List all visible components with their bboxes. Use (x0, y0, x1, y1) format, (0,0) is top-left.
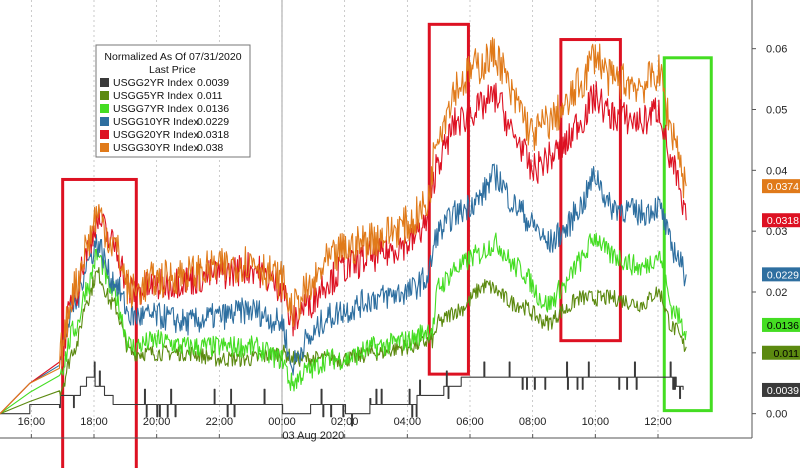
last-value-tag-text: 0.011 (774, 348, 800, 360)
legend-series-name: USGG20YR Index (113, 129, 200, 141)
legend-series-value: 0.011 (197, 90, 223, 102)
last-value-tag-bg (762, 267, 800, 282)
legend-swatch (100, 78, 109, 87)
x-tick-label: 08:00 (519, 416, 547, 428)
x-tick-label: 06:00 (456, 416, 484, 428)
last-value-tag-text: 0.0136 (767, 320, 799, 332)
x-tick-label: 18:00 (80, 416, 108, 428)
x-tick-label: 16:00 (18, 416, 46, 428)
legend-swatch (100, 130, 109, 139)
legend-entry: USGG2YR Index 0.0039 (100, 77, 229, 89)
last-value-tag-text: 0.0318 (767, 215, 799, 227)
legend-entry: USGG7YR Index 0.0136 (100, 103, 229, 115)
last-value-tag-bg (762, 345, 800, 360)
series-line-usgg7yr (0, 232, 687, 415)
x-axis-date-label: 03 Aug 2020 (282, 430, 344, 442)
last-value-tag-text: 0.0374 (767, 181, 799, 193)
x-tick-label: 00:00 (268, 416, 296, 428)
series-layer (0, 37, 687, 427)
last-value-tag-usgg30yr: 0.0374 (762, 179, 800, 194)
legend-swatch (100, 143, 109, 152)
last-value-tag-bg (762, 382, 800, 397)
annotation-box-1 (61, 177, 138, 468)
last-value-tag-usgg20yr: 0.0318 (762, 213, 800, 228)
y-tick-label: 0.05 (766, 105, 787, 117)
legend-swatch (100, 104, 109, 113)
legend-swatch (100, 117, 109, 126)
legend-series-name: USGG5YR Index (113, 90, 194, 102)
last-value-tag-usgg10yr: 0.0229 (762, 267, 800, 282)
series-line-usgg2yr (0, 361, 684, 427)
last-value-tag-usgg7yr: 0.0136 (762, 317, 800, 332)
last-value-tag-usgg5yr: 0.011 (762, 345, 800, 360)
series-line-usgg10yr (0, 163, 687, 415)
last-value-tag-bg (762, 317, 800, 332)
last-value-tag-text: 0.0039 (767, 385, 799, 397)
annotation-box-4 (662, 56, 713, 413)
legend-series-value: 0.0136 (197, 103, 229, 115)
y-tick-label: 0.00 (766, 409, 787, 421)
y-tick-label: 0.04 (766, 165, 787, 177)
legend-series-value: 0.0318 (197, 129, 229, 141)
last-value-tag-bg (762, 213, 800, 228)
last-value-tag-text: 0.0229 (767, 269, 799, 281)
y-tick-label: 0.03 (766, 226, 787, 238)
x-tick-label: 12:00 (644, 416, 672, 428)
x-tick-label: 04:00 (394, 416, 422, 428)
last-value-tag-layer: 0.0039 0.011 0.0136 0.0229 0.0318 0.0374 (762, 179, 800, 397)
legend-series-value: 0.038 (197, 142, 223, 154)
x-tick-label: 22:00 (206, 416, 234, 428)
legend-header: Normalized As Of 07/31/2020 (104, 51, 241, 63)
legend-series-name: USGG2YR Index (113, 77, 194, 89)
legend-entry: USGG5YR Index 0.011 (100, 90, 223, 102)
legend-subheader: Last Price (149, 64, 196, 76)
x-tick-label: 02:00 (331, 416, 359, 428)
x-tick-label: 20:00 (143, 416, 171, 428)
legend-box (95, 44, 251, 158)
x-tick-label: 10:00 (582, 416, 610, 428)
annotation-box-3 (559, 38, 622, 343)
y-tick-label: 0.06 (766, 44, 787, 56)
legend-series-value: 0.0229 (197, 116, 229, 128)
legend-series-name: USGG10YR Index (113, 116, 200, 128)
legend-swatch (100, 91, 109, 100)
legend-series-name: USGG30YR Index (113, 142, 200, 154)
y-tick-label: 0.02 (766, 287, 787, 299)
series-line-usgg30yr (0, 37, 687, 415)
last-value-tag-bg (762, 179, 800, 194)
series-line-usgg5yr (0, 267, 687, 415)
legend-series-name: USGG7YR Index (113, 103, 194, 115)
legend-series-value: 0.0039 (197, 77, 229, 89)
last-value-tag-usgg2yr: 0.0039 (762, 382, 800, 397)
